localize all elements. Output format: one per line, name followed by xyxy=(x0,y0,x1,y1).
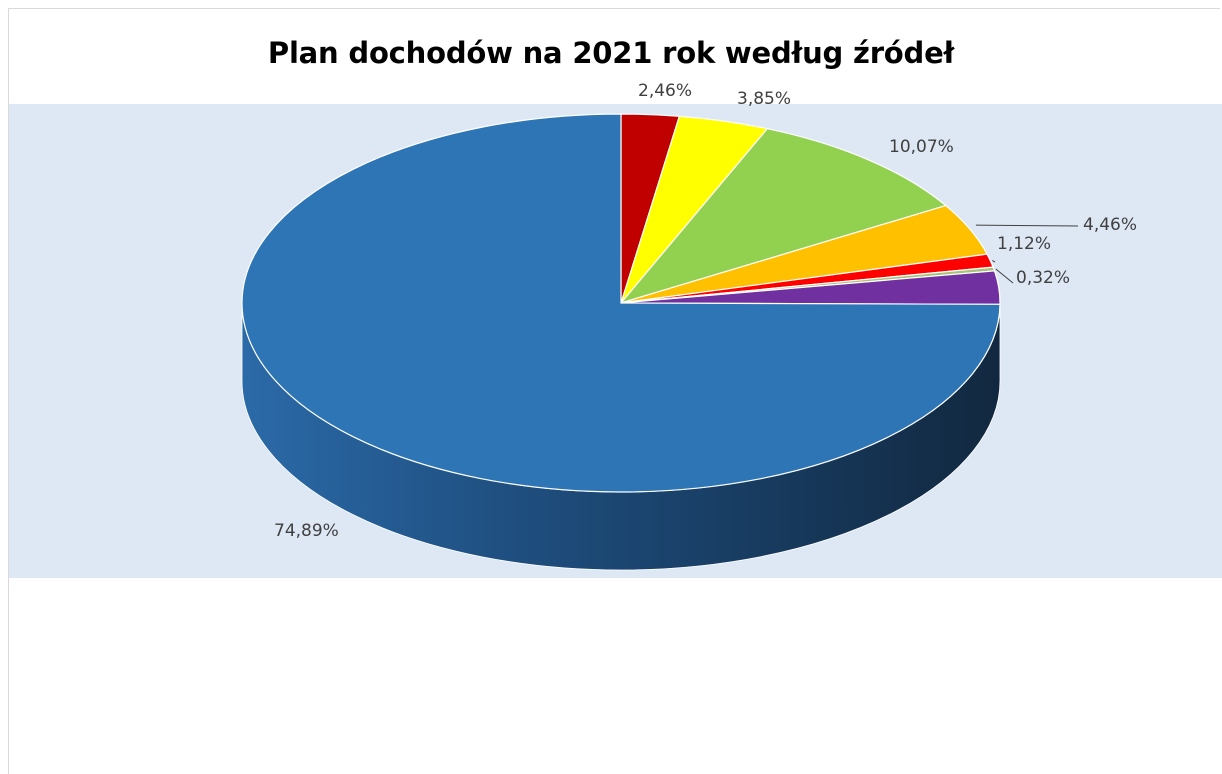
data-label-6: 0,32% xyxy=(1016,268,1070,288)
chart-title: Plan dochodów na 2021 rok według źródeł xyxy=(267,36,955,70)
pie-slice-3 xyxy=(619,128,948,305)
leader-line-6 xyxy=(995,268,1014,284)
data-label-5: 1,12% xyxy=(997,234,1051,254)
pie-slice-8 xyxy=(241,113,1001,493)
leader-line-4 xyxy=(975,224,1079,227)
leader-line-5 xyxy=(992,260,996,263)
data-label-4: 4,46% xyxy=(1083,215,1137,235)
data-label-8: 74,89% xyxy=(274,521,339,541)
data-label-1: 2,46% xyxy=(638,81,692,101)
data-label-2: 3,85% xyxy=(737,89,791,109)
data-label-3: 10,07% xyxy=(889,137,954,157)
